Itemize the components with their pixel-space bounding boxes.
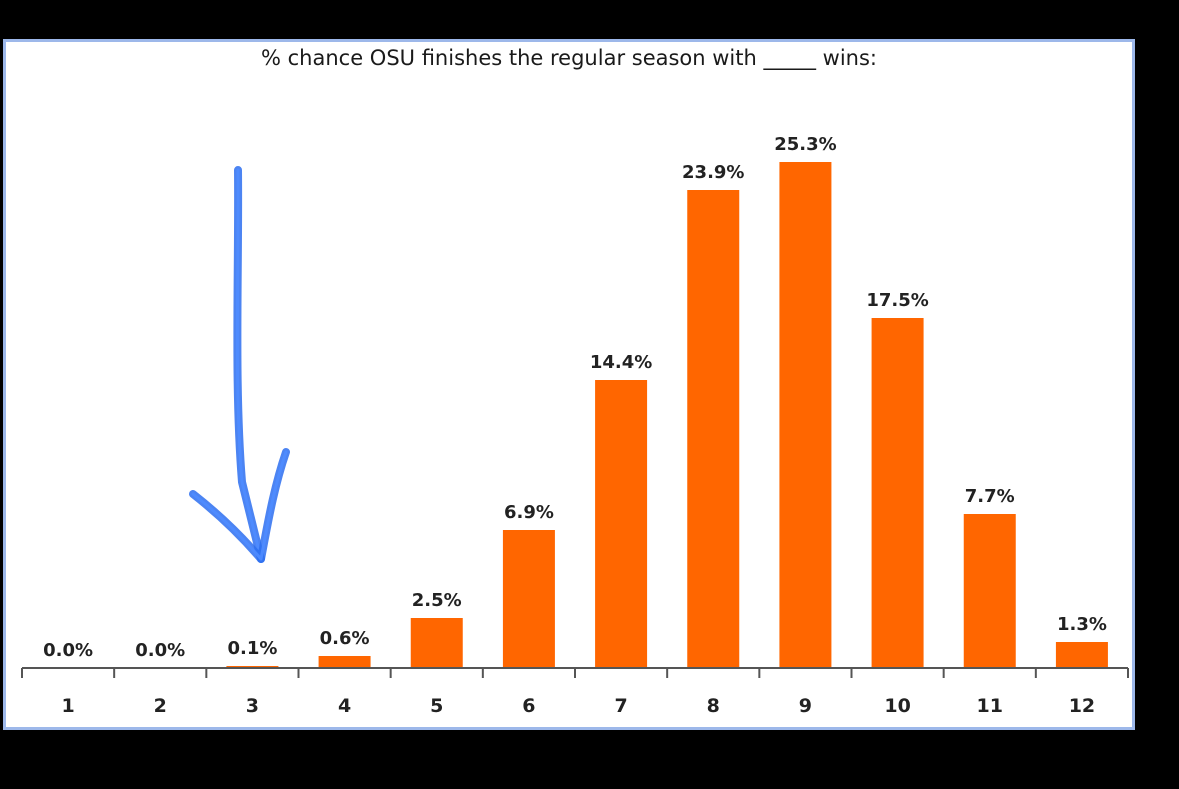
data-label: 14.4%	[590, 352, 652, 373]
data-label: 0.6%	[320, 628, 370, 649]
x-tick-label: 2	[154, 695, 167, 717]
bars-layer	[226, 162, 1108, 668]
annotation-arrow-icon	[189, 166, 290, 563]
data-label: 2.5%	[412, 590, 462, 611]
x-tick-label: 12	[1069, 695, 1095, 717]
x-tick-label: 6	[522, 695, 535, 717]
x-tick-label: 11	[977, 695, 1003, 717]
data-label: 0.0%	[135, 640, 185, 661]
x-tick-label: 1	[61, 695, 74, 717]
data-label: 1.3%	[1057, 614, 1107, 635]
chart-title: % chance OSU finishes the regular season…	[261, 46, 877, 70]
chart-frame: % chance OSU finishes the regular season…	[3, 39, 1135, 730]
data-label: 7.7%	[965, 486, 1015, 507]
bar-chart: 0.0% 0.0% 0.1% 0.6% 2.5% 6.9% 14.4% 23.9% 25.3% 1…	[21, 134, 1129, 717]
x-tick-label: 9	[799, 695, 812, 717]
bar	[871, 318, 924, 668]
x-tick-label: 5	[430, 695, 443, 717]
data-label: 0.1%	[227, 638, 277, 659]
bar	[595, 380, 648, 668]
bar	[1055, 642, 1108, 668]
x-tick-label: 8	[707, 695, 720, 717]
x-tick-labels-layer: 1 2 3 4 5 6 7 8 9 10 11 12	[61, 695, 1095, 717]
bar	[687, 190, 740, 668]
data-label: 6.9%	[504, 502, 554, 523]
bar	[963, 514, 1016, 668]
bar	[779, 162, 832, 668]
x-ticks-layer	[21, 668, 1129, 678]
x-tick-label: 10	[884, 695, 910, 717]
bar	[502, 530, 555, 668]
bar	[318, 656, 371, 668]
data-label: 17.5%	[866, 290, 928, 311]
data-label: 23.9%	[682, 162, 744, 183]
data-label: 0.0%	[43, 640, 93, 661]
x-tick-label: 4	[338, 695, 351, 717]
x-tick-label: 7	[614, 695, 627, 717]
x-tick-label: 3	[246, 695, 259, 717]
data-label: 25.3%	[774, 134, 836, 155]
bar	[410, 618, 463, 668]
data-labels-layer: 0.0% 0.0% 0.1% 0.6% 2.5% 6.9% 14.4% 23.9% 25.3% 1…	[43, 134, 1107, 661]
